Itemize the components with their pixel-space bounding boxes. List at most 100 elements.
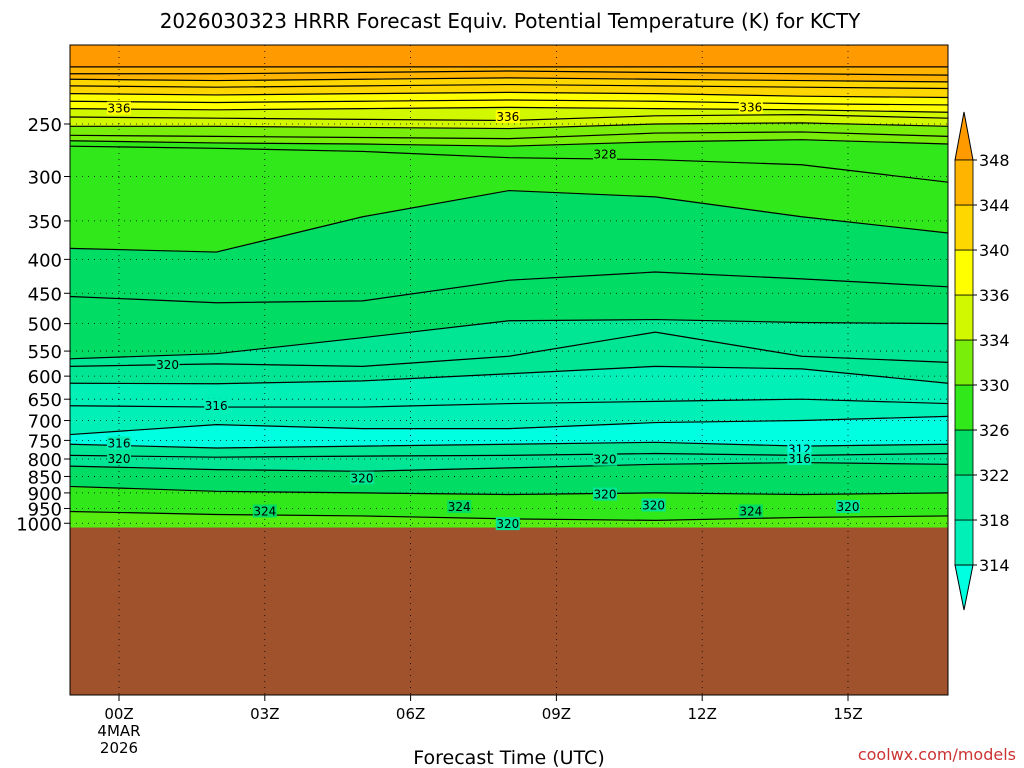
contour-line-342 [70,83,948,90]
contour-label-bg-9 [787,451,812,465]
contour-line-344 [70,77,948,83]
colorbar-tick-label-348: 348 [979,151,1010,170]
x-tick-label-06Z: 06Z [396,705,425,723]
y-tick-label-500: 500 [28,315,62,336]
contour-label-0: 336 [108,102,131,116]
contour-label-bg-6 [107,436,131,450]
y-tick-label-450: 450 [28,284,62,305]
contour-band-326 [70,146,948,253]
y-tick-label-400: 400 [28,250,62,271]
x-date-line-1: 2026 [100,739,138,757]
colorbar-segment-3 [954,384,974,431]
credit-text: coolwx.com/models [858,745,1016,764]
contour-band-316 [70,366,948,408]
x-tick-label-03Z: 03Z [250,705,279,723]
y-tick-label-250: 250 [28,115,62,136]
contour-labels: 3363363363283203163163203123163203203203… [107,100,860,531]
colorbar-segment-6 [954,249,974,296]
x-axis-label: Forecast Time (UTC) [413,747,604,768]
contour-line-326 [70,189,948,253]
contour-band-314 [70,399,948,435]
chart-title: 2026030323 HRRR Forecast Equiv. Potentia… [160,9,861,33]
colorbar-segment-7 [954,204,974,251]
contour-label-bg-5 [204,398,229,412]
colorbar-tick-label-330: 330 [979,376,1010,395]
contour-label-bg-0 [107,101,131,115]
y-axis: 2503003504004505005506006507007508008509… [16,115,70,535]
colorbar-segment-8 [954,159,974,206]
colorbar: 314 318 322 326 330 334 336 340 344 348 [954,111,1010,611]
contour-line-336 [70,106,948,113]
y-tick-label-700: 700 [28,412,62,433]
contour-band-324 [70,190,948,303]
y-tick-label-650: 650 [28,390,62,411]
contour-label-bg-11 [350,471,374,485]
contour-label-bg-12 [593,487,617,501]
y-tick-label-600: 600 [28,367,62,388]
contour-line-346 [70,70,948,76]
contour-label-10: 320 [594,453,617,467]
colorbar-segment-5 [954,294,974,341]
contour-band-332 [70,122,948,139]
contour-band-328 [70,139,948,183]
colorbar-tick-label-336: 336 [979,286,1010,305]
y-tick-label-850: 850 [28,467,62,488]
contour-label-11: 320 [351,471,374,485]
colorbar-extend-bottom [954,564,974,611]
contour-label-14: 320 [837,500,860,514]
contour-line-314 [70,415,948,436]
contour-label-16: 324 [448,500,471,514]
contour-label-17: 324 [739,504,762,518]
colorbar-segment-0 [954,519,974,566]
contour-band-318 [70,332,948,384]
contour-band-344 [70,71,948,82]
x-tick-label-15Z: 15Z [833,705,862,723]
colorbar-segment-1 [954,474,974,521]
plot-frame [69,44,949,696]
contour-band-348 [70,45,948,67]
surface-band [70,527,948,695]
contour-label-4: 320 [156,358,179,372]
plot-area [70,45,948,695]
x-tick-label-12Z: 12Z [688,705,717,723]
contour-line-338 [70,99,948,106]
y-tick-label-750: 750 [28,431,62,452]
contour-line-320 [70,331,948,367]
x-tick-label-09Z: 09Z [542,705,571,723]
contour-label-9: 316 [788,452,811,466]
y-tick-label-1000: 1000 [16,514,62,535]
contour-band-342 [70,77,948,89]
y-tick-label-350: 350 [28,212,62,233]
colorbar-segment-4 [954,339,974,386]
colorbar-tick-label-314: 314 [979,556,1010,575]
contour-label-5: 316 [205,399,228,413]
y-tick-label-550: 550 [28,342,62,363]
contour-line-328 [70,145,948,183]
cyan-minimum-layer [70,416,948,448]
contour-label-15: 324 [253,504,276,518]
contour-label-bg-18 [495,517,520,531]
contour-label-bg-7 [107,451,131,465]
contour-line-330 [70,139,948,147]
contour-label-2: 336 [739,100,762,114]
contour-label-bg-4 [155,357,180,371]
contour-line-322 [70,318,948,360]
contour-label-bg-15 [252,504,277,518]
contour-label-12: 320 [594,488,617,502]
colorbar-tick-label-340: 340 [979,241,1010,260]
colorbar-tick-label-326: 326 [979,421,1010,440]
x-tick-label-00Z: 00Z [104,705,133,723]
contour-label-7: 320 [108,452,131,466]
y-tick-label-900: 900 [28,484,62,505]
contour-line-340 [70,91,948,99]
low-contour-line-3 [70,485,948,496]
contour-line-334 [70,122,948,130]
colorbar-tick-label-322: 322 [979,466,1010,485]
contour-label-bg-14 [836,499,860,513]
contour-band-322 [70,272,948,359]
y-tick-label-300: 300 [28,168,62,189]
contour-line-318 [70,365,948,385]
contour-line-324 [70,271,948,304]
